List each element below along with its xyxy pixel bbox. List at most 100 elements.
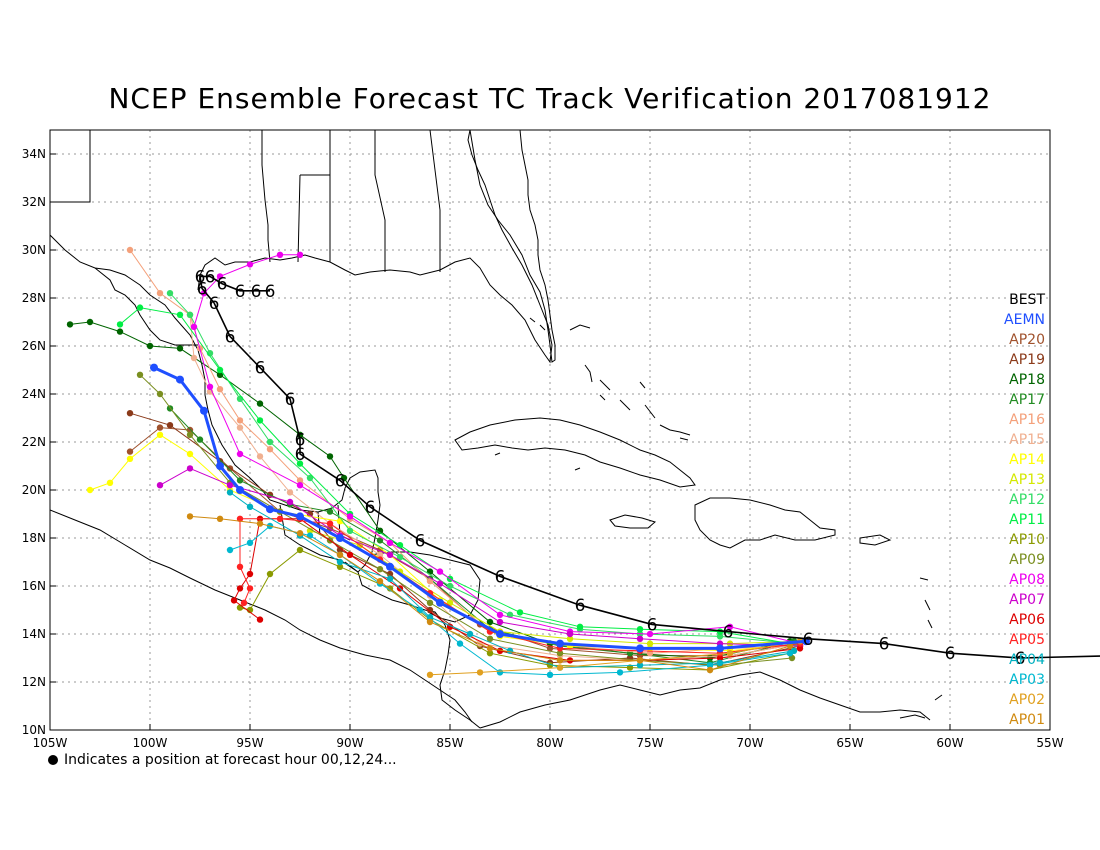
track-point: [336, 534, 344, 542]
track-point: [166, 422, 174, 429]
track-point: [106, 479, 114, 486]
track-point: [276, 515, 284, 522]
ensemble-tracks: [66, 246, 810, 678]
track-point: [306, 510, 314, 518]
track-line: [129, 412, 801, 666]
track-point: [516, 609, 524, 616]
track-point: [230, 597, 238, 604]
track-point: [146, 342, 154, 350]
track-line: [189, 515, 791, 671]
track-point: [266, 570, 274, 578]
track-point: [786, 650, 794, 657]
track-point: [716, 633, 724, 640]
coastline-small-islands: [494, 317, 689, 471]
track-point: [436, 568, 444, 575]
track-point: [786, 642, 794, 650]
track-point: [186, 465, 194, 472]
coastline-lesser-antilles: [899, 577, 943, 719]
track-point: [796, 645, 804, 652]
track-point: [726, 623, 734, 630]
legend-item-ap09: AP09: [1009, 552, 1045, 568]
track-point: [426, 568, 434, 575]
track-point: [636, 657, 644, 664]
track-point: [296, 512, 304, 521]
track-point: [376, 566, 384, 573]
best-track-symbol: 6: [365, 498, 376, 518]
track-point: [226, 546, 234, 554]
track-point: [156, 431, 164, 438]
track-point: [506, 647, 514, 654]
legend-item-ap08: AP08: [1009, 572, 1045, 588]
coastline-puerto-rico: [859, 534, 892, 546]
coastline-jamaica: [609, 514, 657, 529]
legend-item-ap11: AP11: [1009, 512, 1045, 528]
track-point: [150, 363, 158, 372]
track-point: [216, 273, 224, 280]
track-point: [190, 323, 198, 330]
track-point: [706, 666, 714, 674]
track-point: [436, 580, 444, 587]
track-point: [376, 527, 384, 534]
position-dot-icon: [48, 755, 58, 765]
lat-tick-label: 22N: [22, 435, 46, 449]
track-point: [336, 558, 344, 566]
track-point: [236, 563, 244, 570]
lon-tick-label: 55W: [1036, 736, 1063, 750]
track-line: [89, 434, 801, 652]
best-track-symbol: 6: [255, 359, 266, 379]
track-point: [636, 626, 644, 633]
lon-tick-label: 85W: [436, 736, 463, 750]
track-point: [216, 515, 224, 522]
best-track-symbol: 6: [285, 390, 296, 410]
track-point: [556, 657, 564, 664]
track-point: [256, 453, 264, 460]
track-point: [190, 354, 198, 362]
track-point: [386, 539, 394, 546]
track-point: [576, 623, 584, 630]
track-point: [186, 431, 194, 438]
track-point: [566, 630, 574, 638]
track-point: [116, 321, 124, 328]
best-track-symbol: 6: [195, 267, 206, 287]
track-point: [186, 426, 194, 434]
track-point: [716, 654, 724, 662]
track-point: [136, 304, 144, 311]
state-borders: [50, 130, 441, 272]
track-line: [189, 314, 801, 661]
track-ap11: [116, 304, 794, 647]
track-point: [566, 635, 574, 642]
chart-title: NCEP Ensemble Forecast TC Track Verifica…: [108, 82, 992, 115]
track-point: [486, 650, 494, 657]
track-line: [119, 307, 791, 645]
track-point: [156, 424, 164, 431]
track-point: [246, 585, 254, 592]
lat-tick-label: 26N: [22, 339, 46, 353]
track-point: [336, 551, 344, 558]
track-point: [256, 400, 264, 407]
track-point: [256, 417, 264, 424]
track-ap12: [166, 290, 800, 647]
track-point: [376, 578, 384, 585]
track-point: [240, 599, 248, 606]
track-point: [246, 539, 254, 546]
track-point: [216, 371, 224, 378]
track-point: [306, 474, 314, 482]
best-track-symbol: 6: [235, 282, 246, 302]
legend-item-best: BEST: [1009, 292, 1045, 308]
track-point: [556, 664, 564, 671]
coastline-cuba: [454, 417, 696, 488]
track-point: [376, 551, 384, 558]
track-point: [426, 618, 434, 626]
legend-item-ap14: AP14: [1009, 452, 1045, 468]
lat-tick-label: 10N: [22, 723, 46, 737]
track-point: [416, 606, 424, 614]
track-point: [176, 345, 184, 352]
legend-item-ap06: AP06: [1009, 612, 1045, 628]
track-point: [646, 640, 654, 647]
legend-item-ap19: AP19: [1009, 352, 1045, 368]
track-point: [266, 446, 274, 453]
footnote: Indicates a position at forecast hour 00…: [48, 752, 397, 768]
track-point: [236, 486, 244, 494]
